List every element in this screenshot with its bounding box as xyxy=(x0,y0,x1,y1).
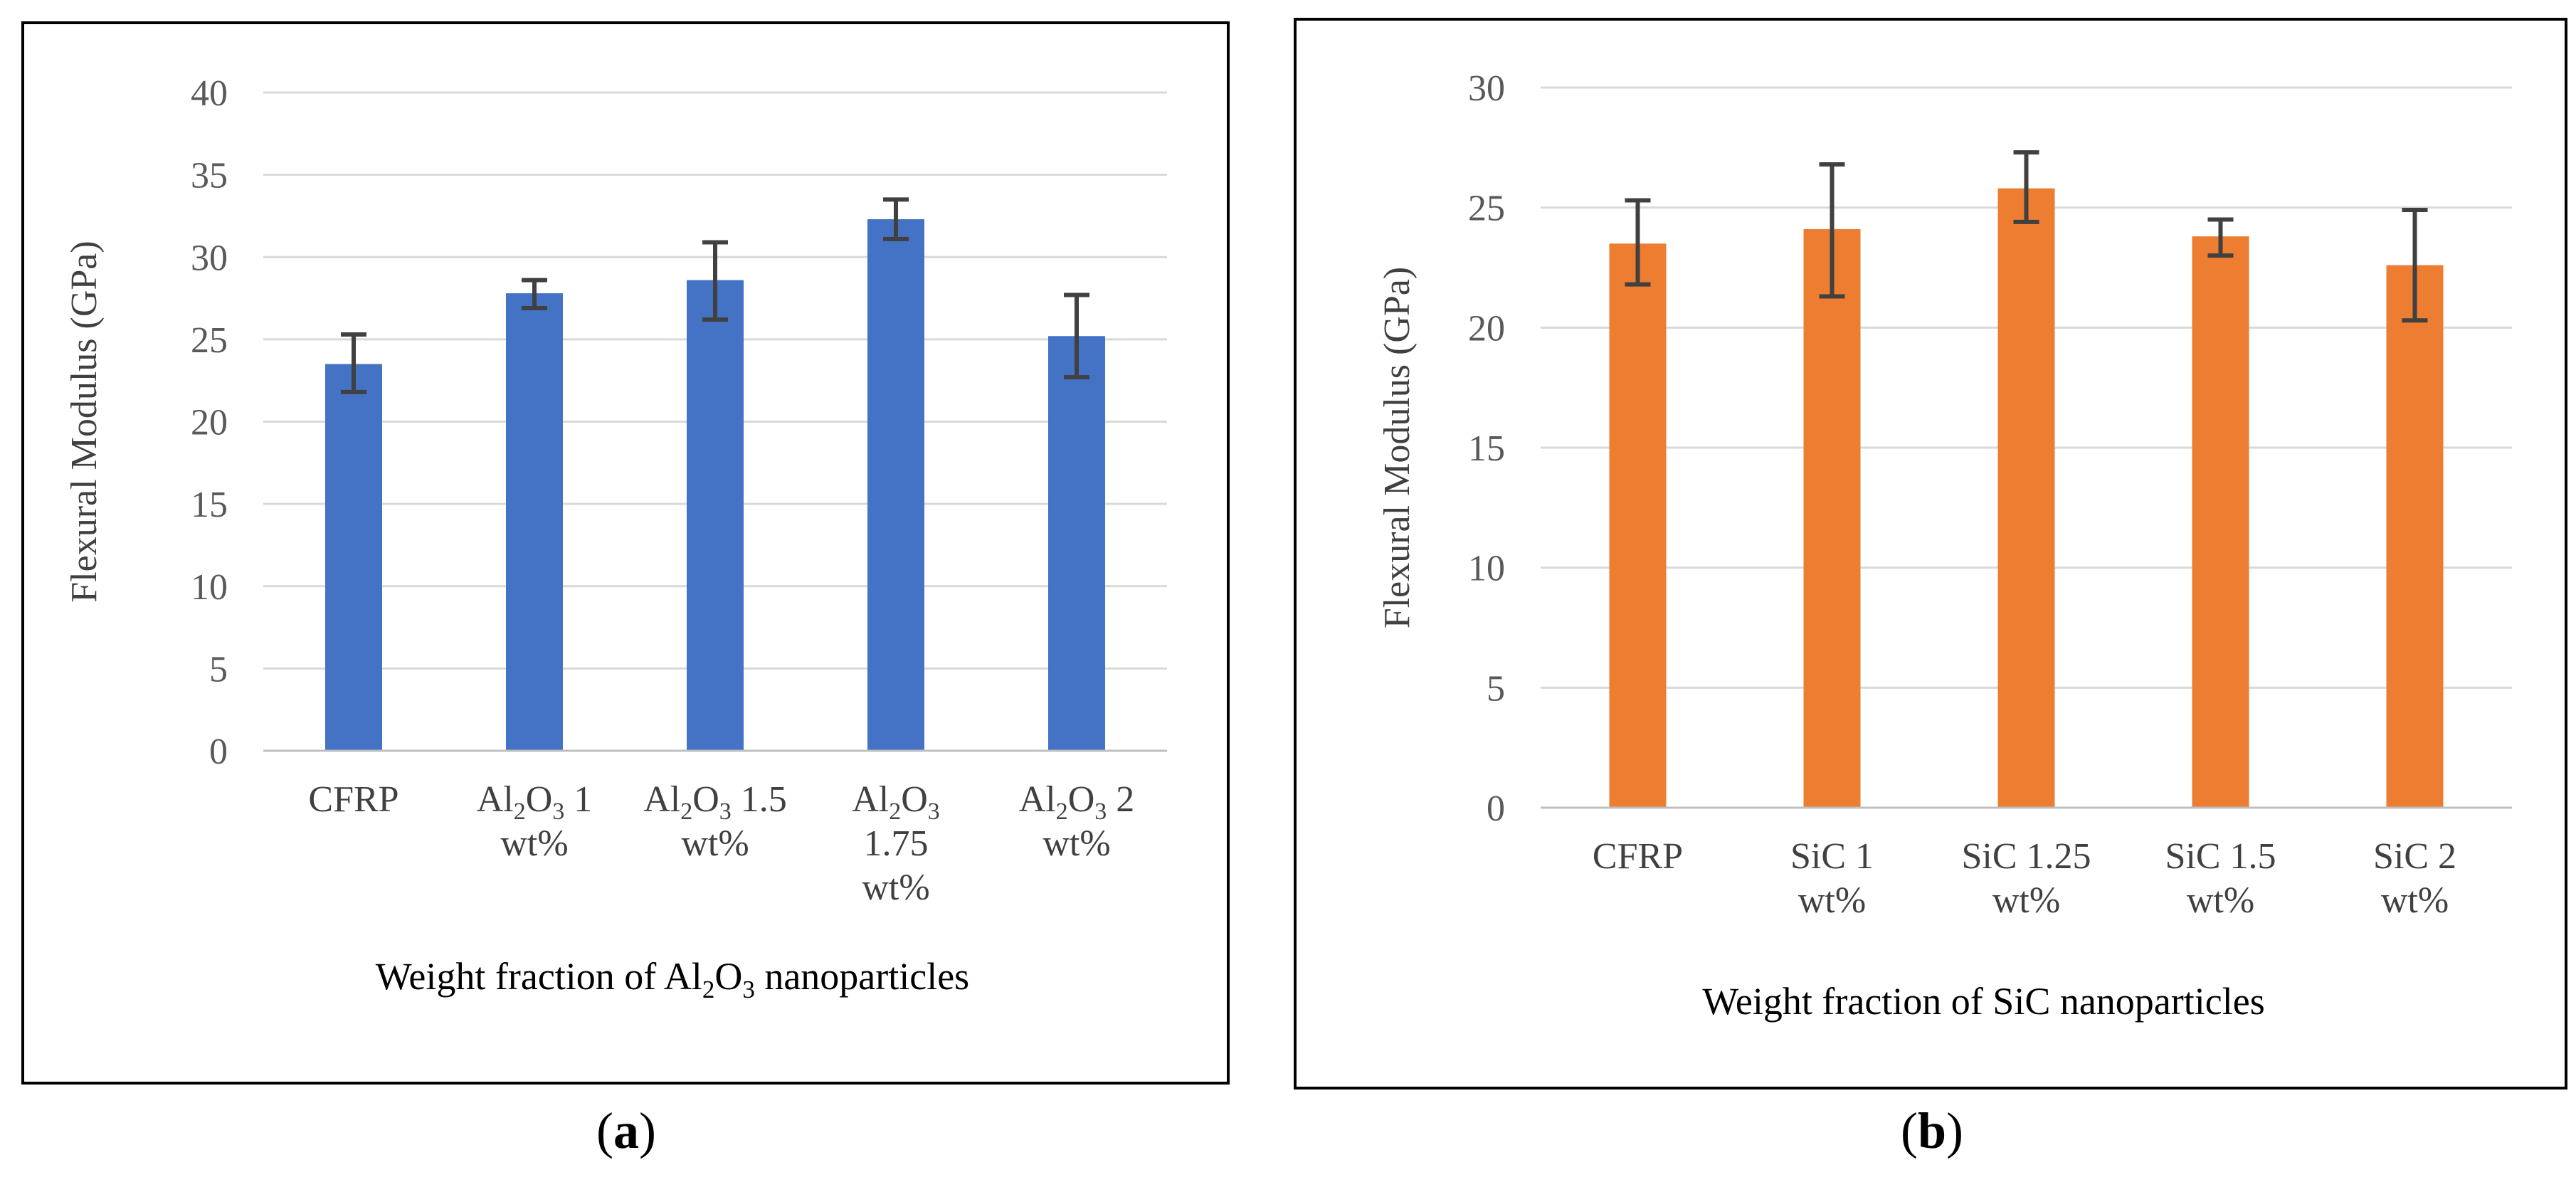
y-tick-label: 30 xyxy=(191,238,228,278)
panel-a-frame xyxy=(21,21,1230,1085)
x-tick-label: Al2O3 1.5 xyxy=(643,779,787,825)
x-axis-title: Weight fraction of SiC nanoparticles xyxy=(1702,980,2264,1023)
error-bar xyxy=(1625,198,1651,287)
x-tick-label: wt% xyxy=(1798,880,1866,921)
x-tick-label: CFRP xyxy=(1593,836,1683,877)
y-axis-label: Flexural Modulus (GPa) xyxy=(1377,267,1418,628)
y-tick-label: 30 xyxy=(1468,68,1505,109)
y-tick-label: 0 xyxy=(1487,788,1505,829)
bar xyxy=(2386,265,2444,808)
error-bar xyxy=(883,197,909,241)
bar xyxy=(1997,188,2055,808)
bar xyxy=(2192,236,2249,808)
bar xyxy=(687,280,744,751)
error-bar xyxy=(702,240,728,322)
caption-a-letter: a xyxy=(613,1102,639,1159)
caption-b-letter: b xyxy=(1917,1102,1947,1159)
x-tick-label: wt% xyxy=(862,867,929,908)
x-tick-label: SiC 1 xyxy=(1790,836,1874,877)
bar xyxy=(1609,243,1667,808)
error-bar xyxy=(2207,217,2234,258)
x-tick-label: CFRP xyxy=(308,779,398,820)
y-tick-label: 5 xyxy=(209,649,228,690)
bar xyxy=(1803,229,1861,808)
y-axis-label: Flexural Modulus (GPa) xyxy=(64,241,105,602)
y-tick-label: 25 xyxy=(1468,189,1505,229)
x-tick-label: Al2O3 2 xyxy=(1019,779,1135,825)
y-tick-label: 5 xyxy=(1487,668,1505,709)
y-tick-label: 15 xyxy=(1468,428,1505,469)
error-bar xyxy=(522,278,547,310)
x-tick-label: SiC 1.5 xyxy=(2165,836,2276,877)
x-tick-label: Al2O3 1 xyxy=(477,779,593,825)
error-bar xyxy=(2402,208,2428,323)
x-tick-label: wt% xyxy=(2187,880,2254,921)
y-tick-label: 20 xyxy=(191,403,228,443)
y-tick-label: 40 xyxy=(191,73,228,114)
bar xyxy=(1048,336,1105,751)
bar xyxy=(325,364,382,751)
error-bar xyxy=(341,332,366,394)
error-bar xyxy=(1819,162,1845,299)
x-tick-label: SiC 2 xyxy=(2373,836,2456,877)
x-tick-label: 1.75 xyxy=(864,823,929,864)
panel-b-frame xyxy=(1294,18,2567,1090)
y-tick-label: 25 xyxy=(191,320,228,361)
x-tick-label: wt% xyxy=(1042,823,1110,864)
y-tick-label: 35 xyxy=(191,156,228,196)
x-tick-label: SiC 1.25 xyxy=(1961,836,2091,877)
y-tick-label: 10 xyxy=(1468,549,1505,589)
x-tick-label: wt% xyxy=(2381,880,2449,921)
x-tick-label: Al2O3 xyxy=(852,779,940,825)
y-tick-label: 10 xyxy=(191,567,228,608)
x-tick-label: wt% xyxy=(1992,880,2060,921)
y-tick-label: 0 xyxy=(209,732,228,772)
x-axis-title: Weight fraction of Al2O3 nanoparticles xyxy=(376,955,969,1003)
bar xyxy=(867,219,924,751)
y-tick-label: 20 xyxy=(1468,308,1505,349)
y-tick-label: 15 xyxy=(191,485,228,525)
caption-a: (a) xyxy=(596,1102,656,1159)
bar xyxy=(506,293,563,751)
error-bar xyxy=(2013,150,2039,224)
caption-b: (b) xyxy=(1900,1102,1963,1159)
x-tick-label: wt% xyxy=(500,823,568,864)
error-bar xyxy=(1064,292,1089,380)
x-tick-label: wt% xyxy=(681,823,749,864)
